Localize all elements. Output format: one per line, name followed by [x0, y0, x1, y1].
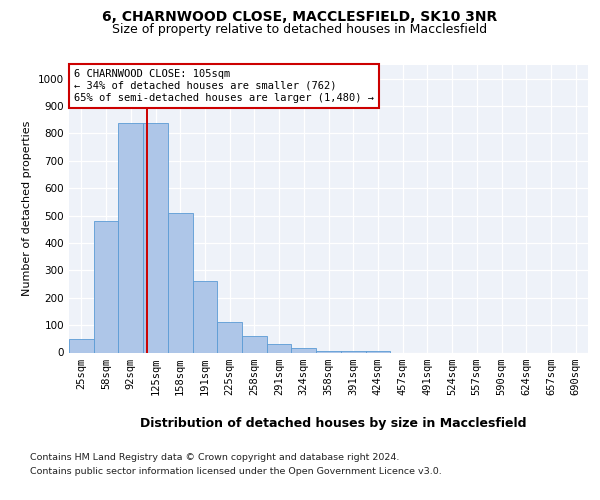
Bar — [365, 351, 390, 352]
Text: Contains public sector information licensed under the Open Government Licence v3: Contains public sector information licen… — [30, 467, 442, 476]
Text: 6 CHARNWOOD CLOSE: 105sqm
← 34% of detached houses are smaller (762)
65% of semi: 6 CHARNWOOD CLOSE: 105sqm ← 34% of detac… — [74, 70, 374, 102]
Y-axis label: Number of detached properties: Number of detached properties — [22, 121, 32, 296]
Bar — [168, 213, 193, 352]
Bar — [316, 351, 341, 352]
Bar — [118, 122, 143, 352]
Bar — [292, 348, 316, 352]
Bar — [94, 221, 118, 352]
Text: Distribution of detached houses by size in Macclesfield: Distribution of detached houses by size … — [140, 418, 526, 430]
Text: 6, CHARNWOOD CLOSE, MACCLESFIELD, SK10 3NR: 6, CHARNWOOD CLOSE, MACCLESFIELD, SK10 3… — [103, 10, 497, 24]
Bar — [341, 351, 365, 352]
Text: Contains HM Land Registry data © Crown copyright and database right 2024.: Contains HM Land Registry data © Crown c… — [30, 454, 400, 462]
Text: Size of property relative to detached houses in Macclesfield: Size of property relative to detached ho… — [112, 22, 488, 36]
Bar — [193, 282, 217, 352]
Bar — [143, 122, 168, 352]
Bar — [217, 322, 242, 352]
Bar — [267, 344, 292, 352]
Bar — [69, 339, 94, 352]
Bar — [242, 336, 267, 352]
